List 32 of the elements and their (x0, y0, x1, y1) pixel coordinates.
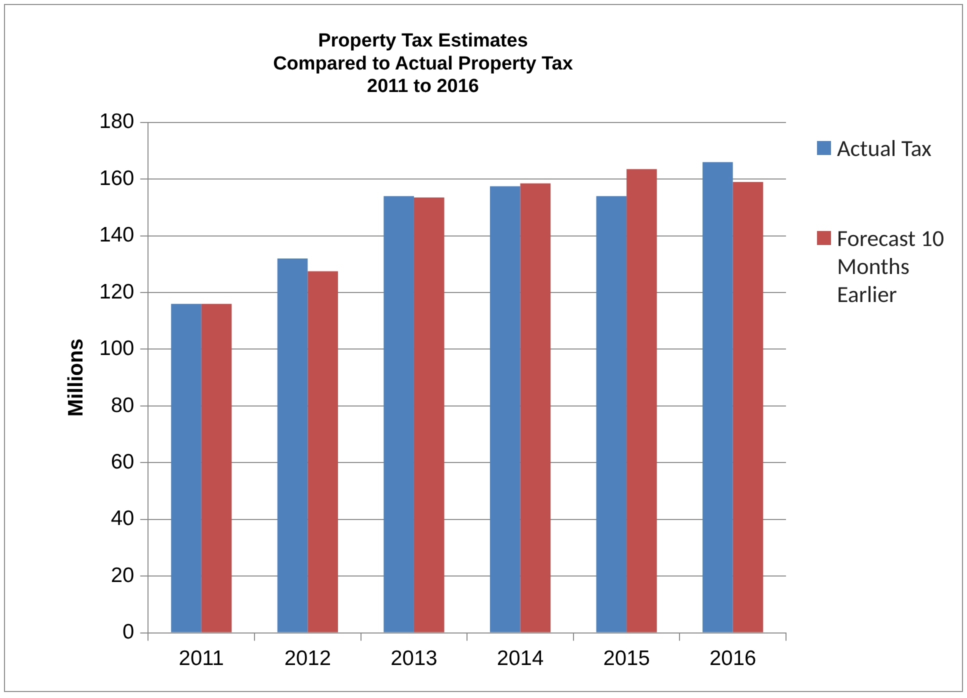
y-axis-title: Millions (64, 338, 88, 417)
bar (201, 304, 232, 632)
y-tick-label: 140 (99, 224, 134, 247)
bar (520, 183, 551, 632)
y-tick-label: 0 (122, 620, 134, 644)
bar (414, 198, 444, 632)
y-tick-label: 80 (110, 394, 134, 417)
y-tick-label: 160 (99, 166, 134, 190)
x-tick-label: 2016 (709, 647, 756, 670)
bar (384, 196, 414, 632)
bar (732, 182, 764, 632)
bar (596, 196, 627, 632)
y-tick-label: 60 (110, 450, 134, 474)
x-tick-label: 2011 (178, 647, 224, 670)
x-tick-label: 2013 (390, 647, 438, 670)
bar (171, 304, 202, 632)
bar (308, 271, 338, 632)
legend-label: Forecast 10 Months Earlier (837, 225, 946, 309)
legend-label: Actual Tax (837, 135, 932, 163)
bar (277, 258, 308, 632)
chart-title: Property Tax Estimates Compared to Actual Property Tax 2011 to 2016 (273, 30, 574, 98)
y-tick-label: 40 (110, 507, 134, 530)
y-tick-label: 20 (110, 564, 134, 587)
x-tick-label: 2014 (496, 647, 544, 670)
y-tick-label: 180 (99, 110, 134, 134)
bar (626, 169, 657, 632)
y-tick-label: 120 (99, 280, 134, 304)
y-tick-label: 100 (99, 337, 134, 360)
x-tick-label: 2015 (603, 647, 650, 670)
bar (702, 162, 733, 632)
x-tick-label: 2012 (284, 647, 332, 670)
bar (490, 186, 520, 632)
